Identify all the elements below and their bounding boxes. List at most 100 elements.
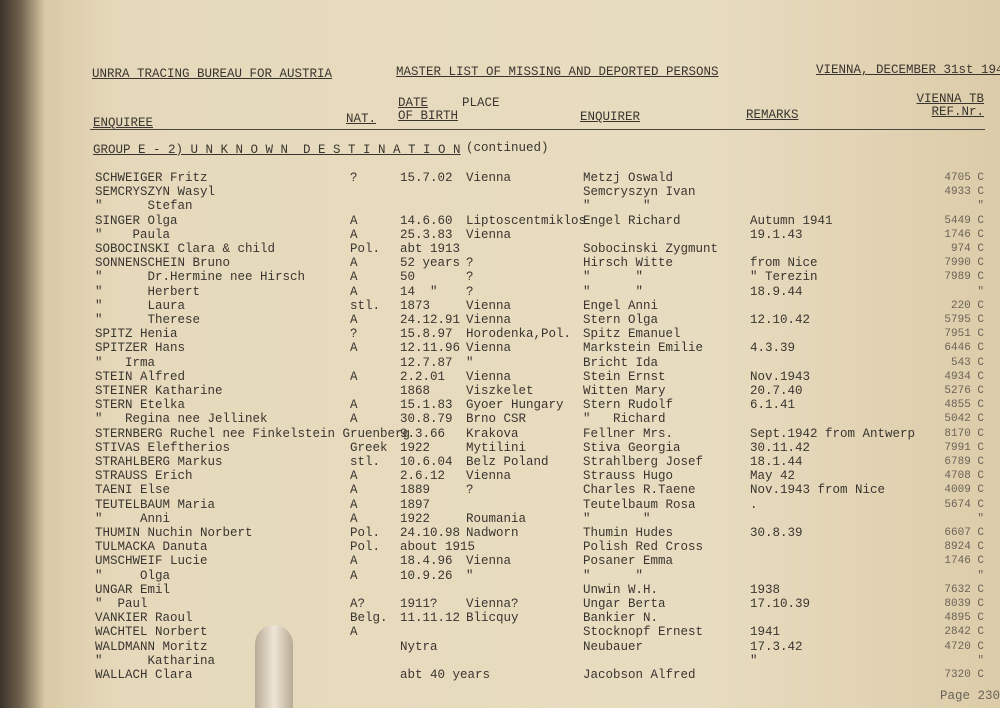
cell-nat: A: [350, 625, 358, 640]
cell-remarks: 18.9.44: [750, 284, 803, 299]
cell-enquirer: Engel Anni: [583, 298, 659, 313]
cell-enquiree: STRAHLBERG Markus: [95, 455, 223, 469]
cell-date: 9.3.66: [400, 426, 446, 441]
cell-remarks: 20.7.40: [750, 384, 803, 398]
cell-date: 10.9.26: [400, 568, 453, 583]
cell-ref: 4720 C: [944, 640, 984, 653]
cell-nat: Belg.: [350, 611, 388, 626]
cell-remarks: Nov.1943 from Nice: [750, 483, 886, 498]
cell-date: 18.4.96: [400, 554, 453, 569]
cell-ref: 6789 C: [944, 456, 984, 468]
cell-enquiree: UNGAR Emil: [95, 582, 171, 597]
cell-place: Vienna: [466, 369, 512, 384]
cell-date: abt 1913: [400, 242, 461, 256]
cell-remarks: Autumn 1941: [750, 213, 833, 228]
cell-nat: A: [350, 369, 358, 384]
cell-place: Gyoer Hungary: [466, 398, 564, 413]
cell-enquirer: Strahlberg Josef: [583, 455, 704, 469]
cell-enquirer: Metzj Oswald: [583, 171, 674, 185]
cell-place: Krakova: [466, 426, 519, 441]
cell-enquiree: SEMCRYSZYN Wasyl: [95, 185, 216, 200]
cell-ref: 5276 C: [944, 385, 984, 397]
cell-date: abt 40 years: [400, 668, 491, 682]
cell-remarks: 19.1.43: [750, 227, 803, 242]
header-right: VIENNA, DECEMBER 31st 1946: [816, 63, 1000, 77]
cell-nat: A: [350, 469, 358, 484]
cell-ref: 4708 C: [944, 470, 984, 483]
cell-enquirer: Neubauer: [583, 639, 644, 654]
cell-place: Vienna: [466, 171, 512, 185]
cell-ref: 4705 C: [944, 172, 984, 184]
cell-ref: 8170 C: [944, 427, 984, 440]
cell-enquiree: WACHTEL Norbert: [95, 625, 208, 640]
cell-place: Belz Poland: [466, 455, 549, 469]
cell-enquiree: " Katharina: [95, 653, 216, 668]
cell-date: 15.1.83: [400, 398, 453, 413]
cell-date: 11.11.12: [400, 611, 461, 626]
cell-place: ": [466, 568, 474, 583]
cell-nat: A: [350, 313, 358, 327]
cell-enquirer: Sobocinski Zygmunt: [583, 242, 719, 256]
cell-remarks: 1941: [750, 625, 781, 640]
cell-enquirer: Stocknopf Ernest: [583, 625, 704, 640]
cell-remarks: May 42: [750, 469, 796, 484]
cell-remarks: ": [750, 653, 758, 668]
cell-ref: 7951 C: [944, 328, 984, 341]
cell-enquirer: Stiva Georgia: [583, 440, 681, 455]
group-title: GROUP E - 2) U N K N O W N D E S T I N A…: [93, 143, 461, 157]
cell-nat: Pol.: [350, 540, 381, 555]
cell-ref: ": [977, 654, 984, 667]
col-remarks: REMARKS: [746, 108, 799, 122]
cell-remarks: from Nice: [750, 256, 818, 271]
cell-enquiree: STERN Etelka: [95, 398, 186, 413]
cell-remarks: Nov.1943: [750, 369, 811, 384]
cell-enquiree: " Regina nee Jellinek: [95, 412, 268, 427]
cell-enquiree: " Laura: [95, 298, 186, 313]
cell-nat: A: [350, 270, 358, 285]
cell-enquirer: Posaner Emma: [583, 554, 674, 569]
cell-enquirer: Jacobson Alfred: [583, 668, 696, 682]
cell-ref: 8924 C: [944, 541, 984, 554]
col-enquirer: ENQUIRER: [580, 110, 641, 124]
cell-enquirer: Hirsch Witte: [583, 256, 674, 271]
col-place: PLACE: [462, 96, 500, 110]
cell-date: 52 years: [400, 256, 461, 271]
cell-enquirer: Teutelbaum Rosa: [583, 497, 696, 512]
cell-date: 1889: [400, 483, 431, 498]
cell-nat: A: [350, 213, 358, 228]
cell-enquirer: Thumin Hudes: [583, 526, 674, 540]
cell-date: about 1915: [400, 540, 476, 555]
cell-enquiree: STIVAS Eleftherios: [95, 440, 231, 455]
cell-nat: A: [350, 284, 358, 299]
col-enquiree: ENQUIREE: [93, 116, 154, 130]
cell-ref: 7989 C: [944, 271, 984, 284]
cell-place: ?: [466, 284, 474, 299]
cell-ref: 6446 C: [944, 342, 984, 355]
header-center: MASTER LIST OF MISSING AND DEPORTED PERS…: [396, 65, 719, 79]
cell-ref: 5042 C: [944, 413, 984, 426]
cell-date: 15.8.97: [400, 327, 453, 342]
cell-nat: Pol.: [350, 526, 381, 540]
cell-remarks: 12.10.42: [750, 313, 811, 327]
cell-place: ?: [466, 270, 474, 285]
cell-ref: 7990 C: [944, 257, 984, 270]
cell-date: 10.6.04: [400, 455, 453, 469]
cell-enquiree: SCHWEIGER Fritz: [95, 171, 208, 185]
cell-place: Vienna?: [466, 597, 519, 611]
header-rule: [90, 129, 985, 130]
cell-date: 24.12.91: [400, 313, 461, 327]
cell-enquirer: Ungar Berta: [583, 597, 666, 611]
cell-enquirer: Stein Ernst: [583, 369, 666, 384]
cell-ref: 2842 C: [944, 626, 984, 639]
cell-enquirer: Markstein Emilie: [583, 341, 704, 356]
cell-nat: ?: [350, 327, 358, 342]
cell-place: Viszkelet: [466, 384, 534, 398]
cell-place: Blicquy: [466, 611, 519, 626]
cell-date: 1922: [400, 511, 431, 526]
cell-date: 50: [400, 270, 416, 285]
cell-enquiree: TULMACKA Danuta: [95, 540, 208, 555]
cell-ref: 5449 C: [944, 214, 984, 227]
cell-nat: stl.: [350, 298, 381, 313]
cell-enquirer: Spitz Emanuel: [583, 327, 681, 342]
cell-enquirer: Bricht Ida: [583, 355, 659, 370]
